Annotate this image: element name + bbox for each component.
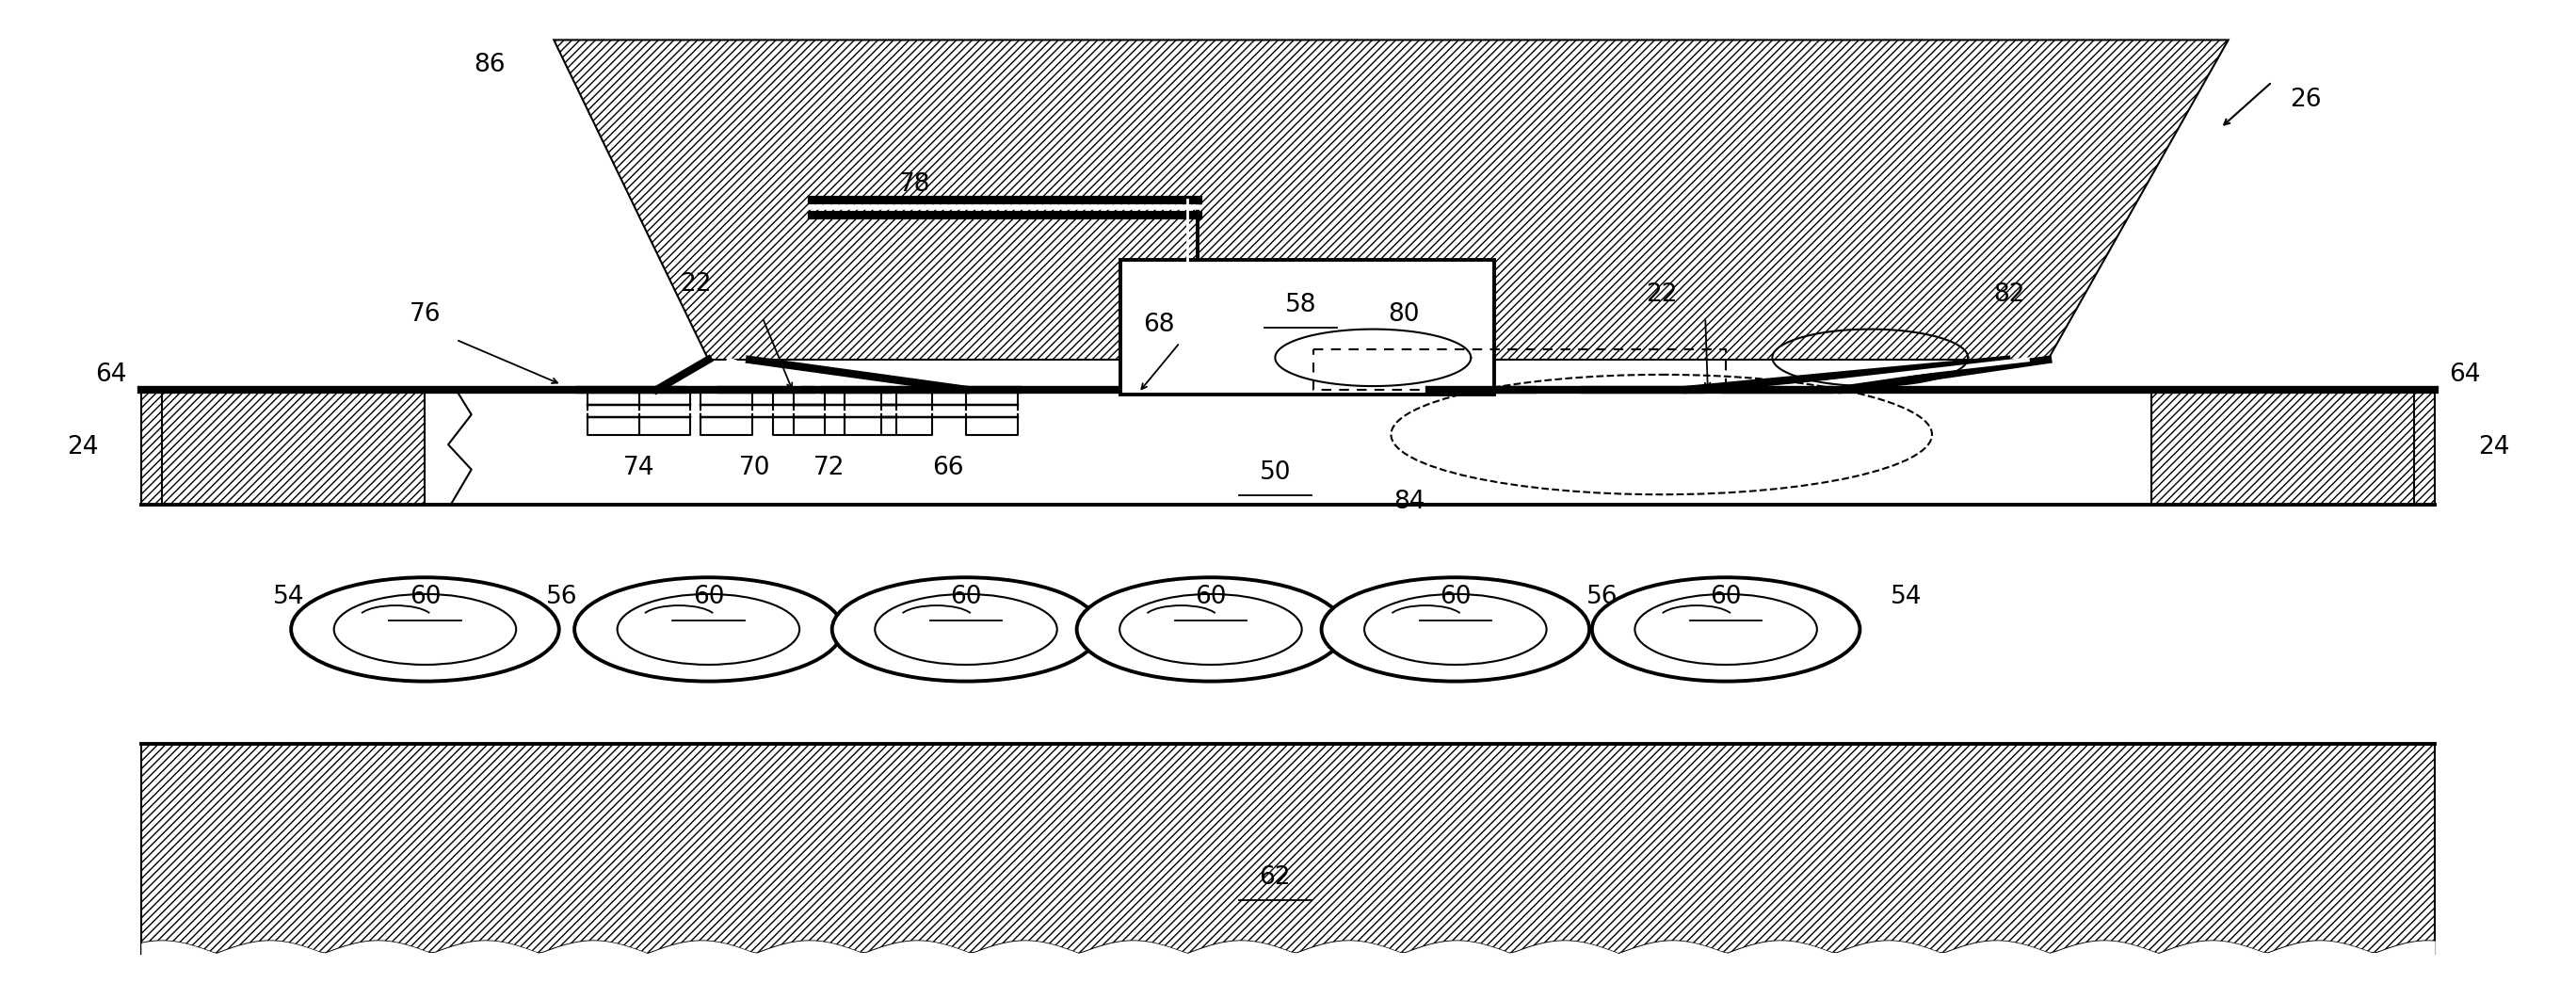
Text: 56: 56 bbox=[546, 585, 577, 609]
Text: 70: 70 bbox=[739, 456, 770, 480]
Text: 60: 60 bbox=[410, 585, 440, 609]
Text: 76: 76 bbox=[410, 303, 440, 327]
Text: 22: 22 bbox=[680, 273, 711, 297]
Polygon shape bbox=[142, 744, 2434, 954]
Polygon shape bbox=[554, 40, 2228, 360]
Polygon shape bbox=[2151, 390, 2434, 504]
Bar bbox=[1121, 260, 1494, 395]
Circle shape bbox=[1077, 577, 1345, 681]
Text: 60: 60 bbox=[951, 585, 981, 609]
Text: 60: 60 bbox=[1440, 585, 1471, 609]
Text: 86: 86 bbox=[474, 53, 505, 77]
Text: 56: 56 bbox=[1587, 585, 1618, 609]
Circle shape bbox=[1321, 577, 1589, 681]
Text: 22: 22 bbox=[1646, 283, 1677, 307]
Text: 82: 82 bbox=[1994, 283, 2025, 307]
Text: 58: 58 bbox=[1285, 293, 1316, 317]
Text: 78: 78 bbox=[899, 173, 930, 197]
Text: 26: 26 bbox=[2290, 88, 2321, 112]
Text: 50: 50 bbox=[1260, 461, 1291, 485]
Text: 84: 84 bbox=[1394, 490, 1425, 513]
Circle shape bbox=[832, 577, 1100, 681]
Text: 72: 72 bbox=[814, 456, 845, 480]
Text: 80: 80 bbox=[1388, 303, 1419, 327]
Text: 60: 60 bbox=[1195, 585, 1226, 609]
Circle shape bbox=[574, 577, 842, 681]
Text: 54: 54 bbox=[273, 585, 304, 609]
Text: 60: 60 bbox=[1710, 585, 1741, 609]
Text: 68: 68 bbox=[1144, 313, 1175, 337]
Text: 74: 74 bbox=[623, 456, 654, 480]
Text: 24: 24 bbox=[67, 436, 98, 460]
Text: 64: 64 bbox=[2450, 363, 2481, 387]
Text: 24: 24 bbox=[2478, 436, 2509, 460]
Circle shape bbox=[1592, 577, 1860, 681]
Text: 54: 54 bbox=[1891, 585, 1922, 609]
Bar bbox=[425, 390, 2151, 504]
Text: 66: 66 bbox=[933, 456, 963, 480]
Text: 60: 60 bbox=[693, 585, 724, 609]
Text: 64: 64 bbox=[95, 363, 126, 387]
Polygon shape bbox=[142, 390, 425, 504]
Text: 62: 62 bbox=[1260, 865, 1291, 889]
Circle shape bbox=[291, 577, 559, 681]
